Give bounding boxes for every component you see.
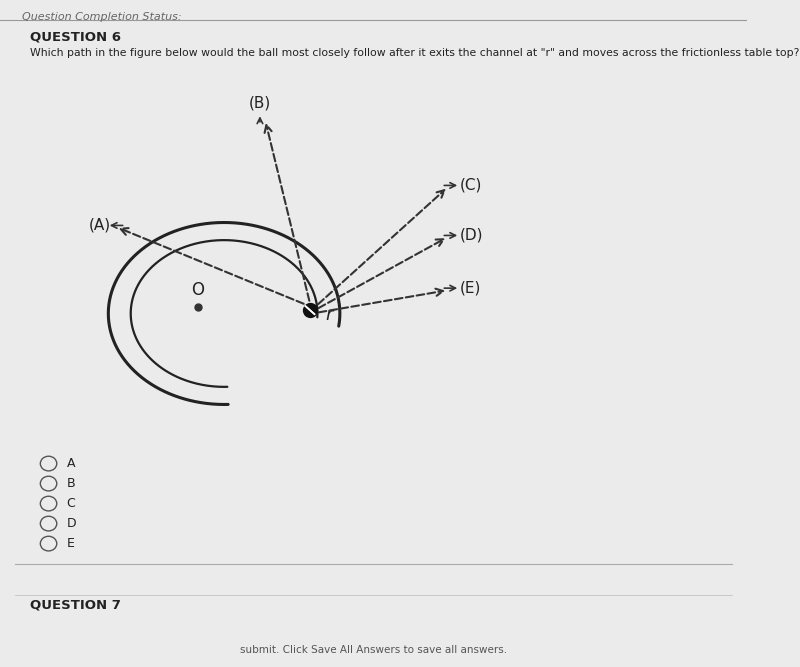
Text: B: B (66, 477, 75, 490)
Text: O: O (191, 281, 205, 299)
Text: (C): (C) (459, 178, 482, 193)
Text: (D): (D) (459, 228, 483, 243)
Text: Question Completion Status:: Question Completion Status: (22, 12, 182, 21)
Text: QUESTION 7: QUESTION 7 (30, 598, 121, 611)
Text: D: D (66, 517, 76, 530)
Text: Which path in the figure below would the ball most closely follow after it exits: Which path in the figure below would the… (30, 48, 799, 58)
Text: QUESTION 6: QUESTION 6 (30, 30, 121, 43)
Text: (E): (E) (459, 281, 481, 295)
Text: C: C (66, 497, 75, 510)
Text: E: E (66, 537, 74, 550)
Text: (A): (A) (89, 218, 110, 233)
Text: A: A (66, 457, 75, 470)
Text: submit. Click Save All Answers to save all answers.: submit. Click Save All Answers to save a… (240, 645, 507, 655)
Text: r: r (325, 306, 332, 323)
Text: (B): (B) (249, 95, 271, 110)
